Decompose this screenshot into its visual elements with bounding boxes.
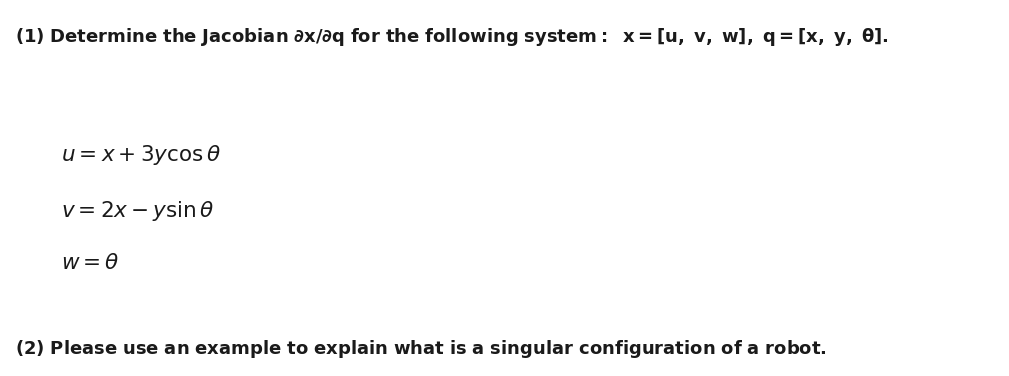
Text: $v = 2x - y\sin\theta$: $v = 2x - y\sin\theta$ [61, 199, 214, 223]
Text: $\mathbf{(1)\ Determine\ the\ Jacobian\ \partial x/\partial q\ for\ the\ followi: $\mathbf{(1)\ Determine\ the\ Jacobian\ … [15, 26, 889, 49]
Text: $\mathbf{(2)\ Please\ use\ an\ example\ to\ explain\ what\ is\ a\ singular\ conf: $\mathbf{(2)\ Please\ use\ an\ example\ … [15, 338, 827, 361]
Text: $u = x + 3y\cos\theta$: $u = x + 3y\cos\theta$ [61, 143, 221, 167]
Text: $w = \theta$: $w = \theta$ [61, 252, 119, 274]
